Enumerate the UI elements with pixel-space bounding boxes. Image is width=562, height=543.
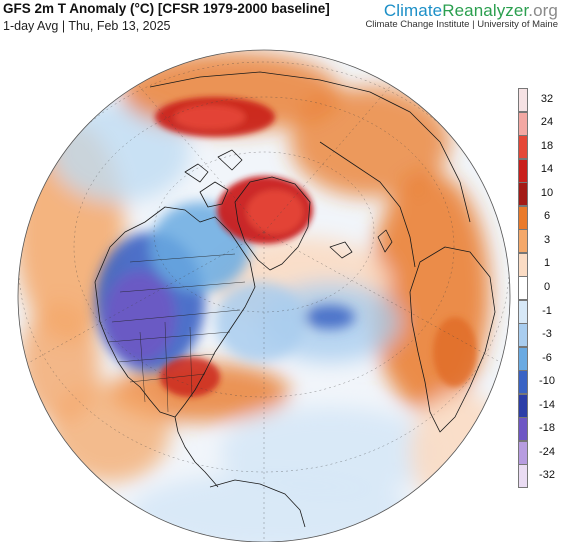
colorbar-label: 6 bbox=[543, 210, 551, 223]
colorbar-label: 3 bbox=[543, 233, 551, 246]
brand-affiliation: Climate Change Institute | University of… bbox=[365, 19, 558, 30]
colorbar-swatch bbox=[518, 346, 528, 371]
colorbar-swatch bbox=[518, 182, 528, 207]
colorbar-label: 0 bbox=[543, 281, 551, 293]
map-title: GFS 2m T Anomaly (°C) [CFSR 1979-2000 ba… bbox=[3, 1, 330, 16]
colorbar-swatch bbox=[518, 464, 528, 489]
colorbar-swatch bbox=[518, 276, 528, 301]
colorbar-swatch bbox=[518, 111, 528, 136]
colorbar-label: 10 bbox=[540, 186, 554, 199]
colorbar-label: 24 bbox=[540, 116, 554, 129]
colorbar-label: 1 bbox=[543, 257, 551, 270]
colorbar-swatch bbox=[518, 135, 528, 160]
globe-disc bbox=[18, 50, 510, 542]
brand-name-part3: .org bbox=[528, 1, 558, 20]
colorbar-label: -10 bbox=[539, 375, 555, 388]
brand-logo[interactable]: ClimateReanalyzer.org Climate Change Ins… bbox=[365, 1, 558, 30]
globe-rim bbox=[17, 49, 511, 542]
colorbar-swatch bbox=[518, 393, 528, 418]
colorbar-label: -32 bbox=[539, 469, 555, 482]
brand-name-part2: Reanalyzer bbox=[442, 1, 529, 20]
colorbar-label: -24 bbox=[539, 445, 555, 458]
colorbar-swatch bbox=[518, 252, 528, 277]
colorbar-legend: 32 24 18 14 10 6 3 1 0 -1 -3 -6 -10 -14 -18 -24 -32 bbox=[518, 88, 562, 489]
colorbar-label: 18 bbox=[540, 139, 554, 152]
colorbar-label: -6 bbox=[542, 351, 552, 364]
admin-borders bbox=[107, 253, 246, 413]
colorbar-swatch bbox=[518, 158, 528, 183]
colorbar-label: -1 bbox=[542, 304, 552, 317]
colorbar-swatch bbox=[518, 370, 528, 395]
anomaly-globe-map[interactable] bbox=[0, 32, 520, 542]
map-subtitle: 1-day Avg | Thu, Feb 13, 2025 bbox=[3, 19, 171, 33]
coastlines bbox=[94, 71, 496, 528]
colorbar-label: 32 bbox=[540, 92, 554, 105]
colorbar-swatch bbox=[518, 299, 528, 324]
colorbar-label: -14 bbox=[539, 398, 555, 411]
colorbar-swatch bbox=[518, 88, 528, 113]
colorbar-swatch bbox=[518, 229, 528, 254]
colorbar-swatch bbox=[518, 323, 528, 348]
colorbar-swatch bbox=[518, 440, 528, 465]
colorbar-swatch bbox=[518, 205, 528, 230]
brand-name: ClimateReanalyzer.org bbox=[365, 1, 558, 21]
brand-name-part1: Climate bbox=[383, 1, 443, 20]
colorbar-label: 14 bbox=[540, 163, 554, 176]
colorbar-label: -3 bbox=[542, 328, 552, 341]
colorbar-label: -18 bbox=[539, 422, 555, 435]
colorbar-swatch bbox=[518, 417, 528, 442]
